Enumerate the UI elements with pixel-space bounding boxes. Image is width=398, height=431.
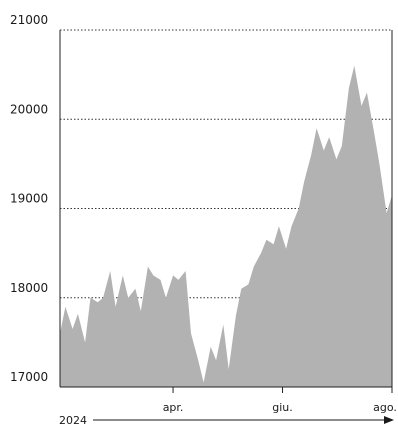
y-tick-label: 20000: [10, 102, 48, 116]
y-tick-label: 21000: [10, 13, 48, 27]
year-label: 2024: [59, 414, 87, 427]
price-area: [60, 65, 392, 387]
y-tick-label: 17000: [10, 370, 48, 384]
time-arrow-head-icon: [384, 416, 394, 424]
x-tick-label: ago.: [373, 401, 397, 414]
y-tick-label: 18000: [10, 281, 48, 295]
y-tick-label: 19000: [10, 192, 48, 206]
x-tick-label: apr.: [163, 401, 184, 414]
x-ticks: apr. giu. ago.: [163, 387, 397, 414]
x-tick-label: giu.: [272, 401, 293, 414]
y-tick-labels: 21000 20000 19000 18000 17000: [10, 13, 48, 384]
